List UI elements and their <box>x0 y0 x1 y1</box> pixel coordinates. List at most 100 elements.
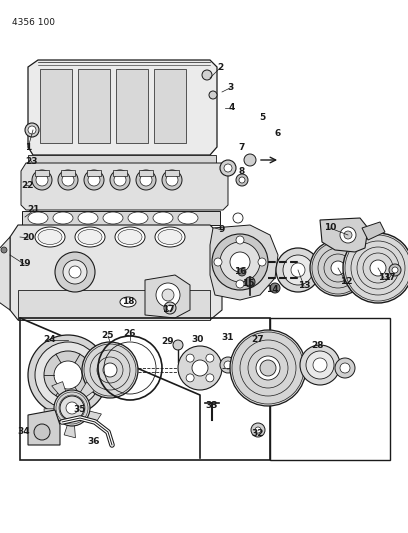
Bar <box>35 170 49 176</box>
Circle shape <box>136 170 156 190</box>
Circle shape <box>230 252 250 272</box>
Circle shape <box>55 252 95 292</box>
Circle shape <box>58 170 78 190</box>
Text: 32: 32 <box>252 430 264 439</box>
Circle shape <box>167 305 173 311</box>
Bar <box>78 69 110 143</box>
Circle shape <box>28 126 36 134</box>
Bar <box>87 170 101 176</box>
Circle shape <box>233 213 243 223</box>
Text: 6: 6 <box>275 130 281 139</box>
Text: 28: 28 <box>312 342 324 351</box>
Text: 34: 34 <box>18 427 30 437</box>
Circle shape <box>186 374 194 382</box>
Polygon shape <box>28 410 60 445</box>
Circle shape <box>220 357 236 373</box>
Bar <box>165 170 179 176</box>
Circle shape <box>209 91 217 99</box>
Circle shape <box>230 330 306 406</box>
Circle shape <box>44 351 92 399</box>
Polygon shape <box>64 412 75 438</box>
Bar <box>18 290 210 320</box>
Circle shape <box>276 248 320 292</box>
Text: 22: 22 <box>22 181 34 190</box>
Circle shape <box>54 390 90 426</box>
Circle shape <box>206 374 214 382</box>
Bar <box>28 155 216 163</box>
Polygon shape <box>0 237 10 310</box>
Text: 19: 19 <box>18 260 30 269</box>
Circle shape <box>335 358 355 378</box>
Circle shape <box>370 260 386 276</box>
Circle shape <box>212 234 268 290</box>
Bar <box>139 170 153 176</box>
Text: 25: 25 <box>102 332 114 341</box>
Text: 3: 3 <box>227 84 233 93</box>
Text: 12: 12 <box>340 278 352 287</box>
Bar <box>61 170 75 176</box>
Circle shape <box>1 247 7 253</box>
Polygon shape <box>44 409 68 421</box>
Text: 5: 5 <box>259 114 265 123</box>
Text: 7: 7 <box>239 143 245 152</box>
Circle shape <box>140 174 152 186</box>
Ellipse shape <box>155 227 185 247</box>
Ellipse shape <box>128 212 148 224</box>
Circle shape <box>238 268 246 276</box>
Circle shape <box>255 427 261 433</box>
Circle shape <box>340 227 356 243</box>
Circle shape <box>162 170 182 190</box>
Polygon shape <box>21 163 228 210</box>
Text: 36: 36 <box>88 438 100 447</box>
Circle shape <box>389 264 401 276</box>
Circle shape <box>103 363 117 377</box>
Text: 24: 24 <box>44 335 56 344</box>
Polygon shape <box>76 408 102 424</box>
Text: 11: 11 <box>378 273 390 282</box>
Circle shape <box>54 361 82 389</box>
Circle shape <box>331 261 345 275</box>
Text: 20: 20 <box>22 233 34 243</box>
Text: 13: 13 <box>298 281 310 290</box>
Circle shape <box>69 266 81 278</box>
Circle shape <box>291 263 305 277</box>
Circle shape <box>164 302 176 314</box>
Text: 31: 31 <box>222 334 234 343</box>
Circle shape <box>256 356 280 380</box>
Circle shape <box>236 236 244 244</box>
Bar <box>154 69 186 143</box>
Circle shape <box>192 360 208 376</box>
Text: 33: 33 <box>206 401 218 410</box>
Ellipse shape <box>153 212 173 224</box>
Circle shape <box>258 258 266 266</box>
Circle shape <box>60 396 84 420</box>
Circle shape <box>306 351 334 379</box>
Text: 4356 100: 4356 100 <box>12 18 55 27</box>
Text: 35: 35 <box>74 406 86 415</box>
Circle shape <box>313 358 327 372</box>
Circle shape <box>251 423 265 437</box>
Text: 18: 18 <box>122 297 134 306</box>
Circle shape <box>84 170 104 190</box>
Circle shape <box>214 258 222 266</box>
Polygon shape <box>210 225 278 300</box>
Text: 4: 4 <box>229 103 235 112</box>
Circle shape <box>35 342 101 408</box>
Circle shape <box>270 283 280 293</box>
Ellipse shape <box>53 212 73 224</box>
Circle shape <box>110 170 130 190</box>
Polygon shape <box>145 275 190 318</box>
Text: 17: 17 <box>162 305 174 314</box>
Text: 2: 2 <box>217 63 223 72</box>
Circle shape <box>310 240 366 296</box>
Circle shape <box>32 170 52 190</box>
Circle shape <box>34 424 50 440</box>
Ellipse shape <box>38 230 62 245</box>
Circle shape <box>36 174 48 186</box>
Bar <box>116 69 148 143</box>
Circle shape <box>186 354 194 362</box>
Ellipse shape <box>28 212 48 224</box>
Ellipse shape <box>78 212 98 224</box>
Text: 1: 1 <box>25 143 31 152</box>
Circle shape <box>236 280 244 288</box>
